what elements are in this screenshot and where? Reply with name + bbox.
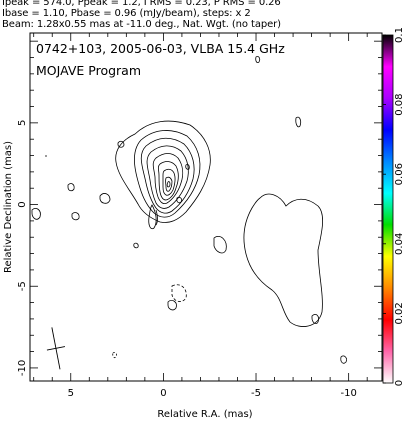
core-contours bbox=[134, 130, 201, 218]
colorbar-tick-label: 0.04 bbox=[394, 233, 405, 255]
y-tick-labels: 5 0 -5 -10 bbox=[17, 120, 28, 376]
chart-subtitle: MOJAVE Program bbox=[36, 63, 141, 78]
colorbar-ticks: 0 0.02 0.04 0.06 0.08 0.1 bbox=[383, 27, 405, 386]
colorbar-tick-label: 0.02 bbox=[394, 302, 405, 324]
plot-frame bbox=[29, 32, 383, 382]
x-tick-label: 0 bbox=[160, 388, 166, 399]
colorbar-tick-label: 0 bbox=[394, 380, 405, 386]
x-tick-label: -10 bbox=[340, 388, 356, 399]
jet-outer-contour bbox=[115, 120, 211, 223]
x-axis-label: Relative R.A. (mas) bbox=[157, 409, 252, 420]
stats-line-beam: Beam: 1.28x0.55 mas at -11.0 deg., Nat. … bbox=[2, 19, 281, 30]
contour-layer bbox=[31, 55, 347, 364]
restoring-beam bbox=[46, 327, 66, 370]
stats-line-peak: Ipeak = 574.0, Ppeak = 1.2, I RMS = 0.23… bbox=[2, 0, 281, 8]
y-tick-label: -10 bbox=[17, 360, 28, 376]
chart-title: 0742+103, 2005-06-03, VLBA 15.4 GHz bbox=[36, 41, 285, 56]
x-tick-labels: 5 0 -5 -10 bbox=[68, 388, 357, 399]
noise-contours bbox=[31, 55, 347, 364]
diffuse-lobe-contour bbox=[243, 193, 323, 327]
y-tick-label: 5 bbox=[17, 120, 28, 126]
colorbar-tick-label: 0.1 bbox=[394, 27, 405, 43]
y-tick-label: -5 bbox=[17, 281, 28, 291]
y-tick-label: 0 bbox=[17, 201, 28, 207]
beam-minor-axis bbox=[46, 346, 66, 351]
colorbar-tick-label: 0.08 bbox=[394, 93, 405, 115]
y-axis-label: Relative Declination (mas) bbox=[3, 141, 14, 273]
axis-ticks bbox=[30, 33, 382, 381]
x-tick-label: -5 bbox=[251, 388, 261, 399]
x-tick-label: 5 bbox=[68, 388, 74, 399]
colorbar bbox=[382, 34, 394, 384]
core-southern-extension bbox=[148, 204, 158, 230]
stats-line-base: Ibase = 1.10, Pbase = 0.96 (mJy/beam), s… bbox=[2, 8, 251, 19]
colorbar-tick-label: 0.06 bbox=[394, 163, 405, 185]
